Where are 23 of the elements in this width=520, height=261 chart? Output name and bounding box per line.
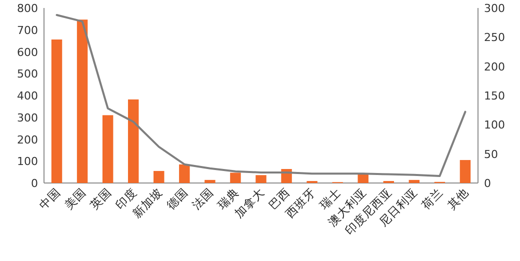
y2-tick-label: 0 <box>484 177 491 190</box>
x-tick-label: 英国 <box>87 185 114 212</box>
x-tick-label: 德国 <box>164 185 191 212</box>
y-tick-label: 200 <box>17 133 38 146</box>
y2-tick-label: 250 <box>484 31 505 44</box>
y-tick-label: 800 <box>17 2 38 15</box>
y-tick-label: 500 <box>17 68 38 81</box>
y-tick-label: 400 <box>17 90 38 102</box>
y2-tick-label: 150 <box>484 90 505 102</box>
x-tick-label: 美国 <box>62 185 88 212</box>
y2-tick-label: 100 <box>484 118 505 132</box>
y-tick-label: 700 <box>17 24 38 37</box>
y-tick-label: 600 <box>17 46 38 59</box>
y-tick-label: 300 <box>17 111 38 124</box>
y2-tick-label: 300 <box>484 2 505 15</box>
x-tick-label: 法国 <box>189 185 216 212</box>
y2-tick-label: 50 <box>484 148 498 161</box>
y-tick-label: 0 <box>31 177 38 190</box>
x-tick-label: 中国 <box>36 185 63 212</box>
x-tick-label: 荷兰 <box>418 185 446 212</box>
y-tick-label: 100 <box>17 155 38 168</box>
y2-tick-label: 200 <box>484 60 505 74</box>
x-tick-label: 其他 <box>444 185 472 212</box>
